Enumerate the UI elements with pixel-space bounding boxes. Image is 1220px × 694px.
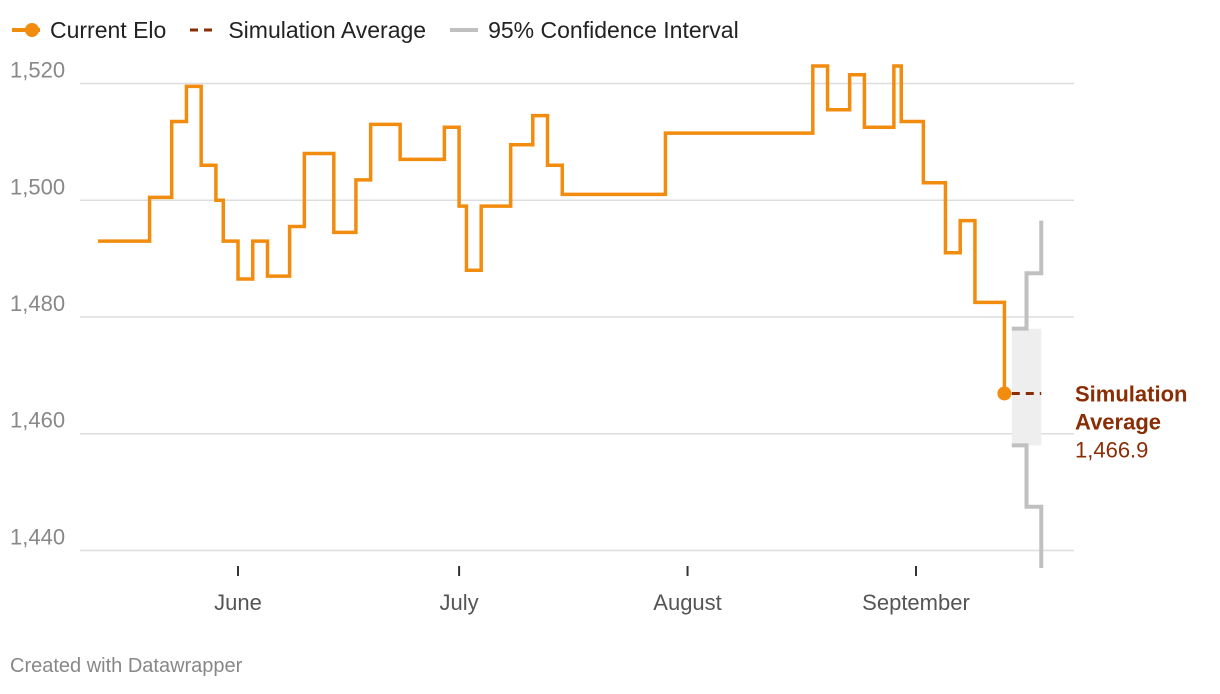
legend-label-confidence-interval: 95% Confidence Interval xyxy=(488,16,739,43)
credit: Created with Datawrapper xyxy=(10,655,243,677)
legend-item-current-elo: Current Elo xyxy=(10,17,166,44)
current-elo-endpoint xyxy=(997,386,1012,401)
confidence-interval xyxy=(1011,220,1044,568)
current-elo-swatch-icon xyxy=(12,23,40,37)
current-elo-line xyxy=(98,64,1007,394)
ci-band xyxy=(1011,328,1042,446)
x-tick-label: August xyxy=(653,590,722,615)
x-tick-label: July xyxy=(440,590,479,615)
x-tick-label: September xyxy=(862,590,970,615)
legend-item-confidence-interval: 95% Confidence Interval xyxy=(448,17,739,44)
x-tick-label: June xyxy=(214,590,262,615)
ci-upper-bound xyxy=(1011,220,1044,331)
elo-chart: 1,440 1,460 1,480 1,500 1,520 June July August… xyxy=(10,58,1187,615)
ci-lower-bound xyxy=(1011,443,1044,568)
simulation-average-swatch-icon xyxy=(190,28,219,32)
annotation-value: 1,466.9 xyxy=(1075,437,1148,462)
simulation-average-annotation: Simulation Average 1,466.9 xyxy=(1075,381,1187,462)
y-axis: 1,440 1,460 1,480 1,500 1,520 xyxy=(10,58,65,550)
confidence-interval-swatch-icon xyxy=(450,28,479,32)
y-tick-label: 1,520 xyxy=(10,58,65,83)
elo-series xyxy=(98,64,1042,401)
annotation-title-line1: Simulation xyxy=(1075,381,1187,406)
y-tick-label: 1,500 xyxy=(10,174,65,199)
legend-label-current-elo: Current Elo xyxy=(50,16,167,43)
grid xyxy=(80,82,1074,552)
legend-label-simulation-average: Simulation Average xyxy=(228,16,427,43)
x-axis: June July August September xyxy=(214,566,970,615)
legend-item-simulation-average: Simulation Average xyxy=(188,17,426,44)
legend: Current Elo Simulation Average 95% Confi… xyxy=(10,14,761,46)
y-tick-label: 1,440 xyxy=(10,524,65,549)
y-tick-label: 1,460 xyxy=(10,408,65,433)
y-tick-label: 1,480 xyxy=(10,291,65,316)
annotation-title-line2: Average xyxy=(1075,409,1161,434)
